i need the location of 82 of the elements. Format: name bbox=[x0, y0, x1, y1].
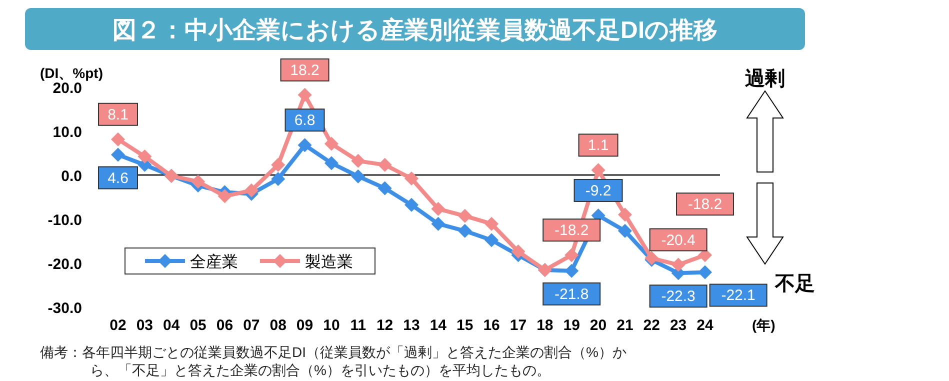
point bbox=[324, 156, 338, 170]
point bbox=[591, 163, 606, 178]
point bbox=[698, 248, 712, 262]
point bbox=[564, 264, 579, 278]
y-tick-label: 20.0 bbox=[52, 80, 82, 97]
x-tick-label: 15 bbox=[456, 317, 474, 334]
point bbox=[271, 158, 286, 172]
data-label: -9.2 bbox=[585, 182, 612, 200]
point bbox=[111, 148, 125, 162]
point bbox=[378, 181, 392, 196]
legend-label: 製造業 bbox=[305, 253, 353, 271]
point bbox=[244, 183, 258, 198]
point bbox=[404, 198, 418, 212]
point bbox=[351, 169, 366, 184]
x-tick-label: 21 bbox=[616, 317, 634, 334]
text: 不足 bbox=[774, 273, 815, 295]
x-tick-label: 24 bbox=[696, 317, 714, 334]
x-axis-title: (年) bbox=[752, 317, 776, 333]
point bbox=[618, 208, 632, 222]
x-tick-label: 12 bbox=[376, 317, 394, 334]
x-tick-label: 18 bbox=[536, 317, 554, 334]
point bbox=[111, 132, 125, 146]
x-tick-label: 11 bbox=[350, 317, 366, 334]
x-tick-label: 13 bbox=[403, 317, 420, 334]
text: 過剰 bbox=[744, 68, 785, 90]
point bbox=[378, 158, 392, 172]
x-tick-label: 10 bbox=[323, 317, 340, 334]
y-axis-title: (DI、%pt) bbox=[40, 65, 103, 81]
point bbox=[298, 88, 312, 102]
point bbox=[351, 154, 366, 168]
x-tick-label: 17 bbox=[510, 317, 527, 334]
legend-label: 全産業 bbox=[190, 253, 238, 271]
data-label: -20.4 bbox=[661, 232, 696, 249]
x-tick-label: 19 bbox=[563, 317, 580, 334]
point bbox=[138, 150, 152, 164]
point bbox=[404, 172, 418, 186]
data-label: 1.1 bbox=[588, 137, 609, 154]
x-tick-label: 14 bbox=[430, 317, 448, 334]
data-label: 18.2 bbox=[290, 62, 320, 79]
x-tick-label: 02 bbox=[110, 317, 126, 334]
point bbox=[431, 216, 446, 231]
point bbox=[564, 248, 579, 262]
text: 備考：各年四半期ごとの従業員数過不足DI（従業員数が「過剰」と答えた企業の割合（%）から、「不足」と答えた企業の割合（%）を引いたもの）を平均したもの。 bbox=[40, 343, 628, 379]
point bbox=[618, 224, 632, 238]
y-tick-label: -10.0 bbox=[48, 212, 82, 229]
data-label: -22.1 bbox=[721, 287, 756, 304]
point bbox=[271, 172, 286, 186]
point bbox=[431, 202, 446, 216]
x-tick-label: 06 bbox=[216, 317, 234, 334]
point bbox=[458, 208, 472, 223]
data-label: -18.2 bbox=[688, 196, 722, 214]
data-label: -18.2 bbox=[554, 222, 589, 240]
x-tick-label: 16 bbox=[483, 317, 500, 334]
point bbox=[698, 265, 712, 280]
data-label: -22.3 bbox=[661, 288, 696, 306]
chart-title: 図２：中小企業における産業別従業員数過不足DIの推移 bbox=[112, 17, 718, 44]
point bbox=[511, 244, 526, 259]
x-tick-label: 04 bbox=[163, 317, 180, 334]
y-tick-label: 0.0 bbox=[61, 168, 82, 185]
point bbox=[671, 258, 686, 272]
x-tick-label: 03 bbox=[136, 317, 154, 334]
point bbox=[484, 233, 499, 248]
y-tick-label: -30.0 bbox=[48, 300, 82, 317]
x-tick-label: 05 bbox=[190, 317, 206, 334]
point bbox=[218, 189, 232, 204]
point bbox=[484, 216, 499, 231]
x-tick-label: 08 bbox=[270, 317, 286, 334]
point bbox=[458, 224, 472, 238]
point bbox=[324, 136, 338, 151]
point bbox=[191, 174, 206, 189]
data-label: 6.8 bbox=[294, 112, 316, 130]
point bbox=[298, 138, 312, 152]
y-tick-label: -20.0 bbox=[48, 256, 82, 273]
y-tick-label: 10.0 bbox=[52, 124, 82, 141]
x-tick-label: 20 bbox=[590, 317, 607, 334]
x-tick-label: 09 bbox=[296, 317, 314, 334]
data-label: 4.6 bbox=[108, 170, 128, 187]
data-label: 8.1 bbox=[108, 106, 128, 124]
x-tick-label: 22 bbox=[643, 317, 660, 334]
x-tick-label: 07 bbox=[243, 317, 260, 334]
x-tick-label: 23 bbox=[670, 317, 687, 334]
data-label: -21.8 bbox=[554, 286, 589, 303]
